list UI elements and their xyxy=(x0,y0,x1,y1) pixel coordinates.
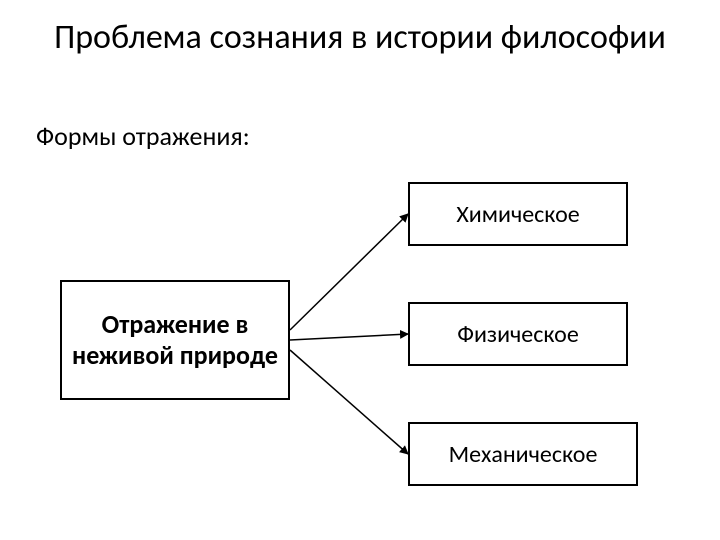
edge-source-physical xyxy=(290,334,408,340)
node-physical: Физическое xyxy=(408,302,628,366)
node-source: Отражение в неживой природе xyxy=(60,280,290,400)
node-chemical: Химическое xyxy=(408,182,628,246)
node-mechanical-label: Механическое xyxy=(449,440,598,469)
slide: Проблема сознания в истории философии Фо… xyxy=(0,0,720,540)
edge-source-chemical xyxy=(290,214,408,330)
node-physical-label: Физическое xyxy=(457,320,579,349)
edge-source-mechanical xyxy=(290,350,408,454)
node-mechanical: Механическое xyxy=(408,422,638,486)
node-source-label: Отражение в неживой природе xyxy=(62,309,288,371)
slide-title: Проблема сознания в истории философии xyxy=(0,18,720,57)
slide-subtitle: Формы отражения: xyxy=(36,120,250,152)
node-chemical-label: Химическое xyxy=(456,200,579,229)
